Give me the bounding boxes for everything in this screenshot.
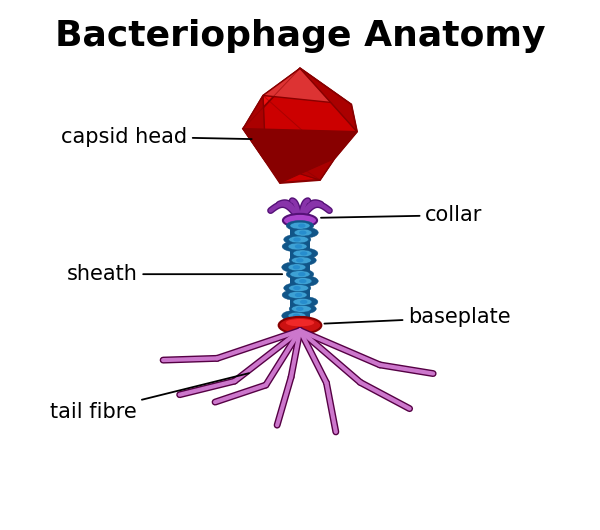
Ellipse shape: [296, 307, 304, 311]
Ellipse shape: [296, 258, 304, 262]
Ellipse shape: [294, 227, 318, 238]
Text: sheath: sheath: [67, 264, 282, 284]
Text: tail fibre: tail fibre: [50, 373, 249, 422]
Polygon shape: [243, 68, 357, 183]
Ellipse shape: [289, 304, 316, 314]
Ellipse shape: [288, 264, 306, 271]
Ellipse shape: [299, 279, 307, 283]
Ellipse shape: [282, 290, 308, 300]
Ellipse shape: [300, 300, 307, 304]
Ellipse shape: [289, 285, 308, 292]
Polygon shape: [263, 68, 351, 104]
Ellipse shape: [298, 321, 305, 325]
Ellipse shape: [286, 269, 314, 279]
Ellipse shape: [293, 286, 301, 290]
Polygon shape: [243, 95, 266, 162]
Ellipse shape: [294, 278, 312, 285]
Ellipse shape: [293, 250, 312, 257]
Ellipse shape: [282, 311, 306, 321]
Ellipse shape: [290, 271, 310, 278]
Ellipse shape: [286, 317, 314, 328]
Ellipse shape: [292, 248, 318, 259]
Polygon shape: [266, 162, 300, 183]
Ellipse shape: [298, 272, 305, 276]
Polygon shape: [243, 68, 300, 129]
Text: capsid head: capsid head: [61, 127, 252, 146]
Ellipse shape: [290, 319, 310, 326]
Ellipse shape: [295, 244, 302, 249]
Ellipse shape: [293, 298, 312, 305]
Text: collar: collar: [321, 205, 482, 225]
Polygon shape: [300, 159, 334, 180]
Text: baseplate: baseplate: [325, 307, 511, 328]
Ellipse shape: [292, 297, 318, 307]
Ellipse shape: [283, 214, 317, 227]
Polygon shape: [300, 68, 357, 131]
Ellipse shape: [282, 262, 306, 272]
Ellipse shape: [293, 314, 300, 318]
Ellipse shape: [295, 293, 302, 297]
Ellipse shape: [300, 251, 307, 255]
Ellipse shape: [288, 292, 307, 298]
Bar: [290, 226, 310, 323]
Ellipse shape: [284, 283, 311, 293]
Ellipse shape: [284, 234, 311, 245]
Ellipse shape: [288, 243, 307, 250]
Ellipse shape: [293, 237, 301, 242]
Text: Bacteriophage Anatomy: Bacteriophage Anatomy: [55, 19, 545, 52]
Ellipse shape: [294, 276, 318, 286]
Ellipse shape: [293, 265, 300, 269]
Ellipse shape: [294, 229, 312, 236]
Ellipse shape: [282, 241, 308, 252]
Ellipse shape: [288, 312, 306, 319]
Ellipse shape: [299, 231, 307, 235]
Ellipse shape: [286, 220, 314, 231]
Ellipse shape: [292, 305, 311, 312]
Ellipse shape: [286, 319, 314, 326]
Ellipse shape: [292, 257, 311, 264]
Ellipse shape: [298, 224, 305, 228]
Polygon shape: [243, 129, 357, 180]
Ellipse shape: [278, 317, 322, 334]
Ellipse shape: [290, 222, 310, 229]
Ellipse shape: [289, 255, 316, 266]
Ellipse shape: [289, 236, 308, 243]
